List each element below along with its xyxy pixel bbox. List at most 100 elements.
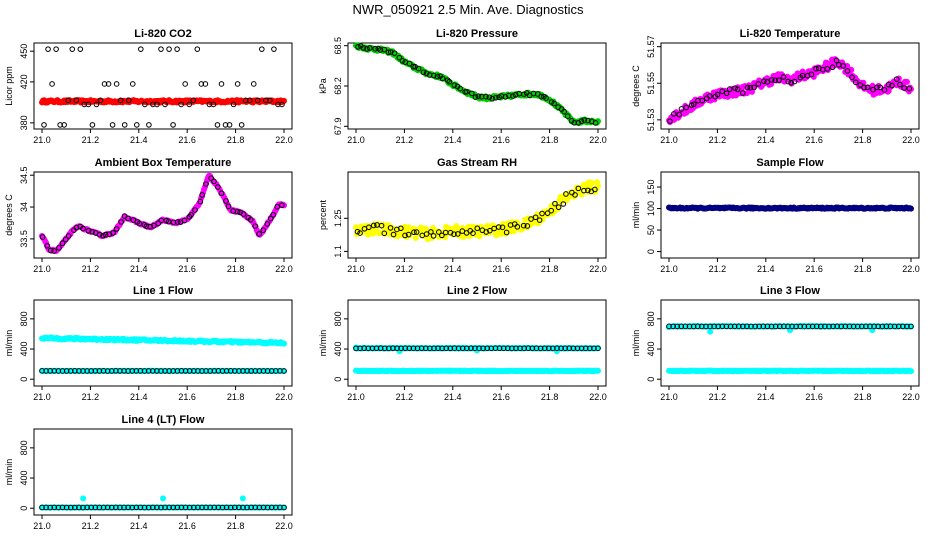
chart-title: Li-820 Temperature: [740, 28, 841, 40]
data-point: [422, 225, 429, 232]
y-tick-label: 800: [333, 311, 343, 326]
data-point: [211, 178, 217, 185]
data-point: [538, 93, 544, 100]
x-tick-label: 21.2: [396, 264, 414, 274]
data-point: [222, 122, 229, 128]
data-point: [595, 367, 602, 374]
x-tick-label: 21.8: [227, 521, 245, 531]
data-point: [415, 65, 422, 72]
plot-frame: [33, 42, 293, 130]
data-point: [740, 90, 746, 96]
y-tick-label: 0: [333, 377, 343, 382]
data-point: [761, 78, 767, 84]
data-point: [271, 46, 277, 52]
data-point: [678, 106, 685, 112]
series-idle: [666, 367, 915, 375]
data-point: [764, 79, 771, 85]
x-tick-label: 22.0: [275, 392, 293, 402]
data-point: [683, 104, 689, 111]
data-point: [188, 212, 194, 218]
y-tick-label: 400: [19, 342, 29, 357]
y-axis-label: degrees C: [4, 194, 14, 236]
data-point: [571, 119, 578, 126]
series-continuous: [666, 56, 915, 126]
data-point: [475, 93, 482, 99]
data-point: [706, 93, 713, 99]
data-point: [41, 122, 47, 128]
series-idle: [352, 367, 602, 375]
y-axis-label: ml/min: [631, 202, 641, 229]
data-point: [85, 227, 92, 234]
data-point: [223, 198, 229, 204]
data-point: [61, 122, 67, 128]
data-point: [105, 81, 112, 87]
data-point: [908, 205, 915, 212]
x-tick-label: 21.2: [396, 392, 414, 402]
data-point: [502, 94, 509, 100]
plot-frame: [660, 171, 920, 259]
chart-line2: Line 2 Flow 21.0 21.2 21.4 21.6 21.8 22.0 0 400 8…: [318, 285, 607, 402]
data-point: [234, 81, 241, 87]
y-tick-label: 34.5: [19, 166, 29, 184]
data-point: [476, 233, 483, 240]
data-point: [772, 77, 779, 84]
y-tick-label: 51.53: [646, 109, 656, 132]
x-tick-label: 21.6: [178, 392, 196, 402]
series-samples: [41, 46, 285, 128]
x-tick-label: 21.6: [492, 392, 510, 402]
data-point: [575, 119, 582, 126]
data-point: [110, 230, 116, 236]
x-tick-label: 21.6: [178, 521, 196, 531]
data-point: [564, 113, 571, 119]
data-point: [158, 217, 165, 224]
data-point: [125, 97, 132, 104]
data-point: [198, 81, 205, 87]
x-tick-label: 21.0: [347, 392, 365, 402]
x-tick-label: 21.8: [227, 392, 245, 402]
data-point: [864, 84, 871, 91]
data-point: [162, 101, 168, 108]
data-point: [824, 66, 831, 72]
chart-co2: Li-820 CO2 21.0 21.2 21.4 21.6 21.8 22.0 380 420…: [4, 28, 293, 145]
data-point: [791, 78, 798, 85]
series-samples: [353, 345, 601, 352]
data-point: [768, 77, 775, 83]
data-point: [667, 118, 673, 124]
series-continuous: [666, 204, 915, 212]
data-point: [174, 46, 180, 52]
data-point: [852, 79, 859, 86]
y-tick-label: 68.2: [333, 77, 343, 95]
data-point: [844, 68, 851, 74]
data-point: [406, 60, 413, 67]
y-tick-label: 380: [19, 115, 29, 130]
data-point: [203, 181, 209, 187]
y-tick-label: 0: [19, 377, 29, 382]
x-tick-label: 21.8: [541, 135, 559, 145]
data-point: [143, 223, 150, 229]
data-point: [671, 111, 677, 117]
data-point: [77, 46, 84, 52]
data-point: [259, 46, 265, 52]
data-point: [399, 58, 406, 64]
data-point: [225, 203, 232, 210]
data-point: [280, 340, 287, 347]
data-point: [192, 207, 198, 213]
data-point: [256, 231, 262, 237]
x-tick-label: 21.4: [444, 264, 462, 274]
data-point: [751, 84, 757, 91]
data-point: [840, 63, 846, 69]
data-point: [239, 495, 246, 502]
x-tick-label: 22.0: [902, 135, 920, 145]
data-point: [364, 46, 370, 52]
x-tick-label: 21.4: [444, 392, 462, 402]
y-tick-label: 1.1: [333, 245, 343, 258]
data-point: [849, 74, 855, 81]
data-point: [129, 81, 136, 87]
data-point: [592, 120, 599, 126]
data-point: [908, 368, 915, 375]
x-tick-label: 21.0: [660, 264, 678, 274]
data-point: [387, 49, 394, 55]
data-point: [829, 64, 836, 71]
data-point: [186, 101, 193, 108]
y-tick-label: 68.5: [333, 37, 343, 55]
